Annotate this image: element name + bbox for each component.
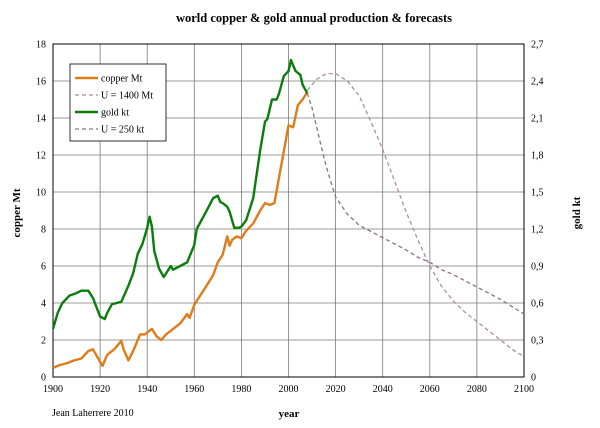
y2-tick-label: 2,1	[531, 114, 544, 125]
x-tick-label: 2000	[279, 384, 299, 395]
y2-tick-label: 0,9	[531, 262, 544, 273]
chart-title: world copper & gold annual production & …	[176, 11, 452, 25]
y-tick-label: 2	[41, 336, 46, 347]
y2-tick-label: 1,2	[531, 225, 544, 236]
y-tick-label: 0	[41, 373, 46, 384]
y2-tick-label: 0,3	[531, 336, 544, 347]
x-tick-label: 2020	[326, 384, 346, 395]
x-tick-label: 1980	[231, 384, 251, 395]
y2-axis-title: gold kt	[571, 196, 583, 229]
x-tick-label: 1900	[43, 384, 63, 395]
x-tick-label: 1920	[90, 384, 110, 395]
legend: copper Mt U = 1400 Mt gold kt U = 250 kt	[69, 63, 167, 142]
y-tick-label: 6	[41, 262, 46, 273]
x-tick-label: 2100	[514, 384, 534, 395]
y2-tick-label: 1,8	[531, 151, 544, 162]
series-line-u-1400-mt	[306, 72, 525, 358]
legend-label: gold kt	[101, 108, 129, 119]
y2-tick-label: 0,6	[531, 299, 544, 310]
right-axis-ticks: 0 0,3 0,6 0,9 1,2 1,5 1,8 2,1 2,4 2,7	[531, 40, 544, 384]
series-line-gold-kt	[51, 58, 309, 330]
y2-tick-label: 2,4	[531, 77, 544, 88]
x-axis-title: year	[279, 408, 300, 420]
x-tick-label: 1960	[184, 384, 204, 395]
y-axis-title: copper Mt	[11, 188, 23, 237]
y-tick-label: 18	[36, 40, 46, 51]
y-tick-label: 14	[36, 114, 46, 125]
x-tick-label: 1940	[137, 384, 157, 395]
left-axis-ticks: 0 2 4 6 8 10 12 14 16 18	[36, 40, 46, 384]
y-tick-label: 16	[36, 77, 46, 88]
x-tick-label: 2040	[373, 384, 393, 395]
y-tick-label: 8	[41, 225, 46, 236]
legend-label: U = 250 kt	[101, 125, 144, 136]
y2-tick-label: 0	[531, 373, 536, 384]
y-tick-label: 12	[36, 151, 46, 162]
series-line-copper-mt	[52, 91, 309, 369]
x-tick-label: 2080	[467, 384, 487, 395]
credit-text: Jean Laherrere 2010	[52, 408, 134, 419]
legend-label: U = 1400 Mt	[101, 91, 153, 102]
y-tick-label: 10	[36, 188, 46, 199]
y-tick-label: 4	[41, 299, 46, 310]
legend-label: copper Mt	[101, 74, 143, 85]
series-line-u-250-kt	[306, 93, 525, 315]
plot-frame	[52, 43, 525, 378]
x-axis-ticks: 1900 1920 1940 1960 1980 2000 2020 2040 2060 2080…	[43, 384, 534, 395]
x-tick-label: 2060	[420, 384, 440, 395]
y2-tick-label: 1,5	[531, 188, 544, 199]
y2-tick-label: 2,7	[531, 40, 544, 51]
series-layer	[51, 58, 525, 369]
